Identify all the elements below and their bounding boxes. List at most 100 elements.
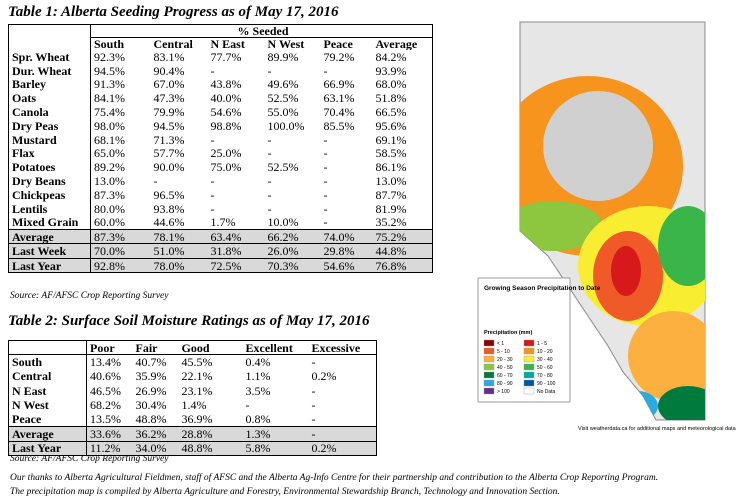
cell: 83.1% bbox=[153, 50, 185, 64]
row: Oats 84.1% 47.3% 40.0% 52.5% 63.1% 51.8% bbox=[8, 91, 433, 106]
cell: 26.9% bbox=[135, 383, 167, 398]
cell: - bbox=[210, 132, 215, 147]
cell: 69.1% bbox=[375, 132, 407, 147]
cell: 84.1% bbox=[94, 91, 125, 106]
cell: - bbox=[210, 187, 215, 202]
summary-row: Average 87.3% 78.1% 63.4% 66.2% 74.0% 75.2% bbox=[8, 228, 433, 244]
cell: 76.8% bbox=[372, 257, 433, 273]
group-header: % Seeded bbox=[90, 24, 433, 38]
cell: 11.2% bbox=[86, 440, 133, 456]
cell: 31.8% bbox=[207, 243, 265, 259]
cell: 54.6% bbox=[210, 105, 242, 119]
cell: - bbox=[311, 412, 316, 427]
legend-swatch bbox=[483, 379, 495, 387]
cell: 92.8% bbox=[90, 257, 151, 273]
cell: 25.0% bbox=[210, 146, 242, 161]
cell: - bbox=[210, 63, 215, 78]
legend-label: 20 - 30 bbox=[497, 357, 513, 363]
cell: 35.9% bbox=[135, 369, 167, 384]
cell: 100.0% bbox=[267, 118, 305, 133]
cell: 79.2% bbox=[323, 50, 355, 64]
row: Potatoes 89.2% 90.0% 75.0% 52.5% - 86.1% bbox=[8, 160, 433, 175]
row: Lentils 80.0% 93.8% - - - 81.9% bbox=[8, 201, 433, 216]
cell: 40.6% bbox=[90, 369, 121, 384]
cell: 63.4% bbox=[207, 228, 265, 244]
legend-label: 50 - 60 bbox=[537, 365, 553, 371]
cell: - bbox=[323, 201, 328, 216]
cell: 91.3% bbox=[94, 77, 125, 92]
cell: 98.8% bbox=[210, 118, 242, 133]
row: Dry Peas 98.0% 94.5% 98.8% 100.0% 85.5% 95.6% bbox=[8, 118, 433, 133]
column-header: N West bbox=[267, 37, 305, 50]
summary-row: Last Week 70.0% 51.0% 31.8% 26.0% 29.8% 44.8% bbox=[8, 243, 433, 259]
legend-label: 10 - 20 bbox=[537, 349, 553, 355]
cell: 13.4% bbox=[90, 355, 121, 370]
column-header: Good bbox=[178, 340, 243, 356]
row-label: N West bbox=[8, 398, 87, 413]
cell: - bbox=[323, 63, 328, 78]
cell: 0.8% bbox=[245, 412, 271, 427]
cell: 86.1% bbox=[375, 160, 407, 175]
cell: 58.5% bbox=[375, 146, 407, 161]
footnote: Our thanks to Alberta Agricultural Field… bbox=[10, 473, 659, 483]
group-header-row: % Seeded bbox=[8, 24, 433, 38]
cell: 68.2% bbox=[90, 398, 121, 413]
legend-label: 1 - 5 bbox=[537, 341, 547, 347]
summary-row: Last Year 11.2% 34.0% 48.8% 5.8% 0.2% bbox=[8, 440, 377, 456]
legend-swatch bbox=[523, 371, 535, 379]
cell: 66.5% bbox=[375, 105, 407, 119]
cell: 34.0% bbox=[132, 440, 179, 456]
map-footer: Visit weatherdata.ca for additional maps… bbox=[578, 426, 737, 432]
cell: 54.6% bbox=[320, 257, 373, 273]
cell: 48.8% bbox=[178, 440, 243, 456]
cell: 22.1% bbox=[181, 369, 213, 384]
cell: - bbox=[311, 398, 316, 413]
column-header: Central bbox=[153, 37, 193, 50]
cell: 51.8% bbox=[375, 91, 407, 106]
legend-swatch bbox=[483, 387, 495, 395]
cell: 3.5% bbox=[245, 383, 271, 398]
cell: 1.1% bbox=[245, 369, 271, 384]
cell: - bbox=[323, 187, 328, 202]
row: N East 46.5% 26.9% 23.1% 3.5% - bbox=[8, 383, 377, 399]
blank-cell bbox=[8, 24, 91, 38]
cell: 1.4% bbox=[181, 398, 207, 413]
legend-swatch bbox=[523, 379, 535, 387]
legend-swatch bbox=[523, 347, 535, 355]
row-label: Central bbox=[8, 369, 87, 384]
row-label: Barley bbox=[8, 77, 91, 92]
table1-table: % Seeded South Central N East N West Peace Ave… bbox=[8, 24, 434, 274]
cell: 23.1% bbox=[181, 383, 213, 398]
cell: 49.6% bbox=[267, 77, 299, 92]
row: Barley 91.3% 67.0% 43.8% 49.6% 66.9% 68.0% bbox=[8, 77, 433, 92]
legend-swatch bbox=[483, 347, 495, 355]
cell: 26.0% bbox=[264, 243, 321, 259]
legend-label: < 1 bbox=[497, 341, 504, 347]
cell: - bbox=[323, 215, 328, 230]
cell: 0.2% bbox=[308, 440, 377, 456]
cell: 90.0% bbox=[153, 160, 185, 175]
row-label: Flax bbox=[8, 146, 91, 161]
cell: 68.0% bbox=[375, 77, 407, 92]
summary-row: Average 33.6% 36.2% 28.8% 1.3% - bbox=[8, 426, 377, 442]
legend-label: No Data bbox=[537, 389, 556, 395]
cell: 94.5% bbox=[153, 118, 185, 133]
row-label: Oats bbox=[8, 91, 91, 106]
row: Dur. Wheat 94.5% 90.4% - - - 93.9% bbox=[8, 63, 433, 78]
cell: 48.8% bbox=[135, 412, 167, 427]
column-header: Fair bbox=[132, 340, 179, 356]
row-label: Potatoes bbox=[8, 160, 91, 175]
cell: 57.7% bbox=[153, 146, 185, 161]
cell: 35.2% bbox=[375, 215, 407, 230]
cell: 52.5% bbox=[267, 160, 299, 175]
cell: 93.9% bbox=[375, 63, 407, 78]
row-label: Dry Peas bbox=[8, 118, 91, 133]
legend-swatch bbox=[483, 363, 495, 371]
row-label: Chickpeas bbox=[8, 187, 91, 202]
column-header: Poor bbox=[86, 340, 133, 356]
cell: 92.3% bbox=[94, 50, 125, 64]
legend-title: Precipitation (mm) bbox=[484, 330, 532, 336]
legend-swatch bbox=[483, 371, 495, 379]
cell: 87.3% bbox=[94, 187, 125, 202]
summary-row: Last Year 92.8% 78.0% 72.5% 70.3% 54.6% 76.8% bbox=[8, 257, 433, 273]
